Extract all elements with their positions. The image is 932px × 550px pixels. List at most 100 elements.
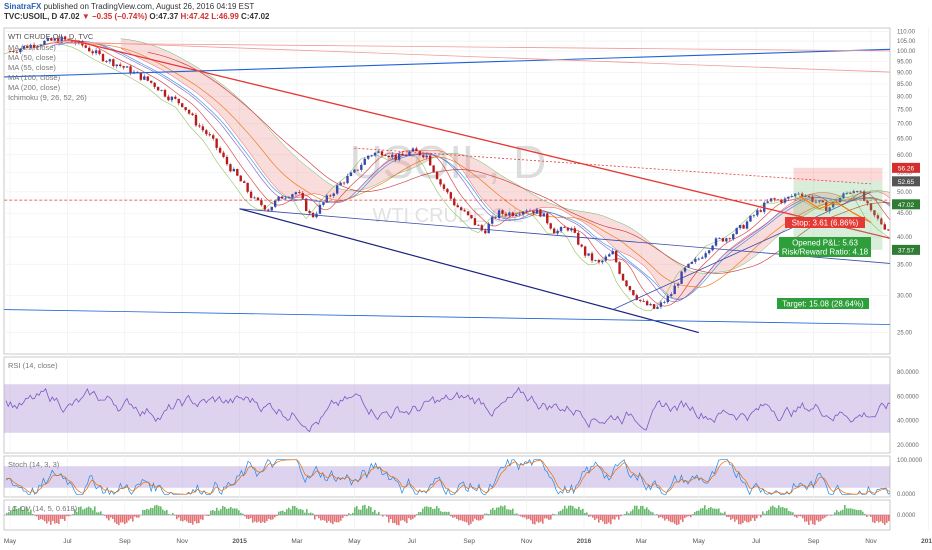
oscillator-bar	[420, 512, 422, 515]
fan-line-upper[interactable]	[53, 40, 900, 73]
oscillator-bar	[574, 508, 576, 515]
oscillator-bar	[274, 515, 276, 518]
legend-ma-50[interactable]: MA (50, close)	[8, 53, 56, 62]
candle-body	[504, 213, 508, 216]
oscillator-bar	[368, 505, 370, 515]
stop-zone[interactable]	[793, 167, 883, 182]
oscillator-bar	[730, 515, 732, 520]
oscillator-bar	[46, 515, 48, 524]
oscillator-bar	[768, 509, 770, 515]
oscillator-bar	[152, 508, 154, 515]
oscillator-title[interactable]: LC-CV (14, 5, 0.618)	[8, 504, 78, 513]
oscillator-bar	[80, 506, 82, 515]
oscillator-bar	[216, 507, 218, 515]
time-tick-label: 2017	[921, 538, 932, 545]
candle-body	[342, 182, 346, 184]
oscillator-bar	[534, 515, 536, 525]
candle-body	[8, 51, 12, 52]
candle-body	[19, 48, 22, 53]
oscillator-bar	[562, 509, 564, 515]
main-downtrend-line[interactable]	[67, 38, 928, 247]
rsi-title[interactable]: RSI (14, close)	[8, 361, 58, 370]
oscillator-bar	[592, 515, 594, 518]
candle-body	[749, 215, 752, 222]
candle-body	[604, 256, 608, 261]
stoch-title[interactable]: Stoch (14, 3, 3)	[8, 460, 60, 469]
oscillator-bar	[764, 513, 766, 515]
legend-ma-21[interactable]: MA (21, close)	[8, 43, 56, 52]
candle-body	[845, 192, 849, 194]
oscillator-bar	[582, 508, 584, 515]
rsi-tick-20: 20.0000	[897, 443, 919, 449]
oscillator-bar	[638, 509, 640, 515]
time-axis[interactable]: May Jul Sep Nov 2015 Mar May Jul Sep Nov 2016 Mar Ma…	[4, 538, 932, 545]
legend-ma-200[interactable]: MA (200, close)	[8, 83, 61, 92]
rsi-pane[interactable]	[3, 356, 891, 454]
candle-body	[236, 168, 239, 176]
uptrend-support-line[interactable]	[612, 191, 872, 310]
candle-body	[322, 202, 325, 205]
price-tick-label: 80.00	[897, 94, 913, 100]
rsi-line	[5, 386, 890, 433]
candle-body	[583, 246, 587, 256]
oscillator-bar	[550, 515, 552, 520]
candle-body	[229, 164, 232, 172]
oscillator-bar	[106, 515, 108, 519]
candle-body	[518, 214, 521, 216]
oscillator-bar	[886, 515, 888, 523]
oscillator-bar	[458, 515, 460, 521]
candle-body	[728, 238, 731, 240]
candle-body	[418, 151, 422, 156]
rsi-tick-80: 80.0000	[897, 370, 919, 376]
candle-body	[862, 191, 866, 201]
candle-body	[432, 165, 435, 172]
oscillator-bar	[132, 515, 134, 522]
oscillator-bar	[234, 508, 236, 515]
open-price: O:47.37	[149, 12, 179, 21]
oscillator-bar	[364, 504, 366, 515]
oscillator-tick-0: 0.0000	[897, 513, 916, 519]
oscillator-bar	[128, 515, 130, 521]
long-uptrend-line[interactable]	[4, 48, 899, 78]
oscillator-bar	[814, 515, 816, 525]
lower-channel-line[interactable]	[239, 208, 699, 334]
oscillator-bar	[640, 505, 642, 515]
candle-body	[797, 193, 800, 195]
oscillator-bar	[38, 515, 40, 520]
fan-line-mid[interactable]	[53, 42, 900, 52]
target-label: Target: 15.08 (28.64%)	[782, 300, 864, 309]
candle-body	[156, 86, 160, 91]
candle-body	[242, 181, 246, 183]
candle-body	[818, 200, 821, 202]
oscillator-bar	[664, 515, 666, 521]
oscillator-bar	[284, 511, 286, 515]
candle-body	[532, 210, 535, 214]
oscillator-bar	[294, 506, 296, 515]
legend-ichimoku[interactable]: Ichimoku (9, 26, 52, 26)	[8, 93, 87, 102]
candle-body	[70, 40, 74, 43]
oscillator-bar	[262, 515, 264, 522]
price-axis[interactable]: 110.00 105.00 100.00 95.00 90.00 85.00 80.00 75…	[897, 30, 916, 337]
oscillator-bar	[414, 515, 416, 518]
oscillator-bar	[680, 515, 682, 520]
oscillator-bar	[156, 504, 158, 515]
candle-body	[501, 210, 504, 214]
publisher-name[interactable]: SinatraFX	[4, 2, 42, 11]
candle-body	[635, 295, 639, 300]
oscillator-bar	[646, 507, 648, 515]
candle-body	[43, 40, 46, 45]
oscillator-bar	[358, 509, 360, 515]
candle-body	[852, 191, 855, 194]
time-tick-label: Sep	[119, 538, 131, 545]
legend-ma-100[interactable]: MA (100, close)	[8, 73, 61, 82]
candle-body	[177, 98, 180, 104]
legend-ma-55[interactable]: MA (55, close)	[8, 63, 56, 72]
candle-body	[745, 221, 749, 229]
oscillator-bar	[142, 509, 144, 515]
oscillator-bar	[230, 506, 232, 515]
oscillator-bar	[690, 515, 692, 518]
time-tick-label: May	[4, 538, 17, 545]
horizontal-support-line[interactable]	[4, 309, 899, 325]
oscillator-bar	[474, 515, 476, 519]
